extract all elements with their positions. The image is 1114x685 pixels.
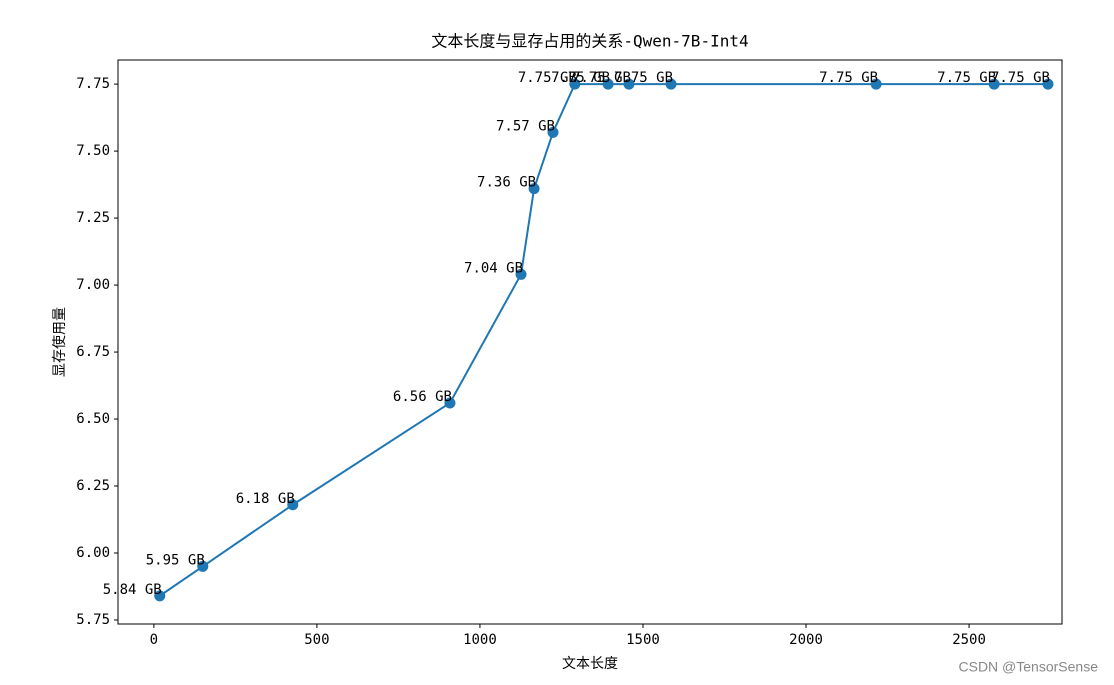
y-tick-label: 6.00 (76, 545, 110, 561)
data-label: 7.75 GB (551, 70, 610, 86)
y-tick-label: 7.50 (76, 143, 110, 159)
data-point (287, 499, 299, 511)
data-label: 6.56 GB (393, 389, 452, 405)
x-tick-label: 0 (150, 632, 158, 648)
data-point (547, 126, 559, 138)
data-line (159, 83, 1048, 597)
watermark: CSDN @TensorSense (959, 659, 1099, 675)
data-label: 7.04 GB (464, 260, 523, 276)
y-axis-label: 显存使用量 (51, 307, 68, 377)
data-point (665, 78, 677, 90)
data-point (444, 397, 456, 409)
x-tick-label: 2000 (789, 632, 823, 648)
data-point (528, 183, 540, 195)
y-tick-label: 7.75 (76, 76, 110, 92)
data-label: 6.18 GB (236, 491, 295, 507)
data-label: 7.75 GB (614, 70, 673, 86)
data-point (602, 78, 614, 90)
y-tick-label: 6.25 (76, 478, 110, 494)
data-point (515, 268, 527, 280)
data-point (988, 78, 1000, 90)
data-label: 7.75 GB (518, 70, 577, 86)
data-point (197, 560, 209, 572)
data-point (870, 78, 882, 90)
x-tick-label: 500 (304, 632, 329, 648)
chart-title: 文本长度与显存占用的关系-Qwen-7B-Int4 (431, 32, 748, 51)
data-point (1042, 78, 1054, 90)
data-label: 7.75 GB (937, 70, 996, 86)
data-point (623, 78, 635, 90)
data-label: 7.75 GB (991, 70, 1050, 86)
y-tick-label: 6.50 (76, 411, 110, 427)
x-tick-label: 1500 (626, 632, 660, 648)
x-tick-label: 1000 (463, 632, 497, 648)
y-tick-label: 6.75 (76, 344, 110, 360)
x-tick-label: 2500 (952, 632, 986, 648)
data-label: 7.57 GB (496, 118, 555, 134)
plot-frame (117, 59, 1063, 625)
y-tick-label: 7.00 (76, 277, 110, 293)
y-tick-label: 5.75 (76, 612, 110, 628)
data-label: 7.36 GB (477, 175, 536, 191)
data-label: 7.75 GB (819, 70, 878, 86)
data-point (569, 78, 581, 90)
data-label: 7.75 GB (572, 70, 631, 86)
y-tick-label: 7.25 (76, 210, 110, 226)
data-label: 5.95 GB (146, 552, 205, 568)
x-axis-label: 文本长度 (562, 656, 618, 672)
data-point (154, 590, 166, 602)
data-label: 5.84 GB (103, 582, 162, 598)
